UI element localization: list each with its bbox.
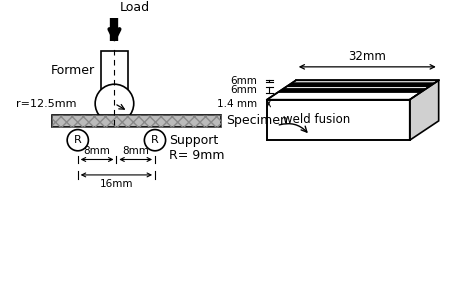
Text: 8mm: 8mm <box>122 146 149 156</box>
Polygon shape <box>267 100 410 140</box>
Polygon shape <box>277 88 427 93</box>
Circle shape <box>145 130 165 151</box>
Text: 32mm: 32mm <box>348 50 386 63</box>
Text: R= 9mm: R= 9mm <box>169 149 225 162</box>
Polygon shape <box>286 82 436 87</box>
Text: Specimen: Specimen <box>227 114 288 127</box>
Text: r=12.5mm: r=12.5mm <box>16 98 76 108</box>
Text: 6mm: 6mm <box>230 85 257 95</box>
Text: 8mm: 8mm <box>83 146 110 156</box>
Text: R: R <box>74 135 82 145</box>
Text: Former: Former <box>51 64 95 77</box>
Bar <box>52 115 220 127</box>
Circle shape <box>67 130 88 151</box>
Text: 16mm: 16mm <box>100 179 133 189</box>
Polygon shape <box>410 80 438 140</box>
Text: 6mm: 6mm <box>230 76 257 86</box>
Bar <box>52 115 220 127</box>
Circle shape <box>95 84 134 123</box>
Text: R: R <box>151 135 159 145</box>
Text: 1.4 mm: 1.4 mm <box>217 98 257 108</box>
Polygon shape <box>267 80 438 100</box>
Text: Load: Load <box>120 1 150 14</box>
Text: Support: Support <box>169 134 219 147</box>
Polygon shape <box>101 52 128 90</box>
Text: weld fusion: weld fusion <box>283 113 350 126</box>
